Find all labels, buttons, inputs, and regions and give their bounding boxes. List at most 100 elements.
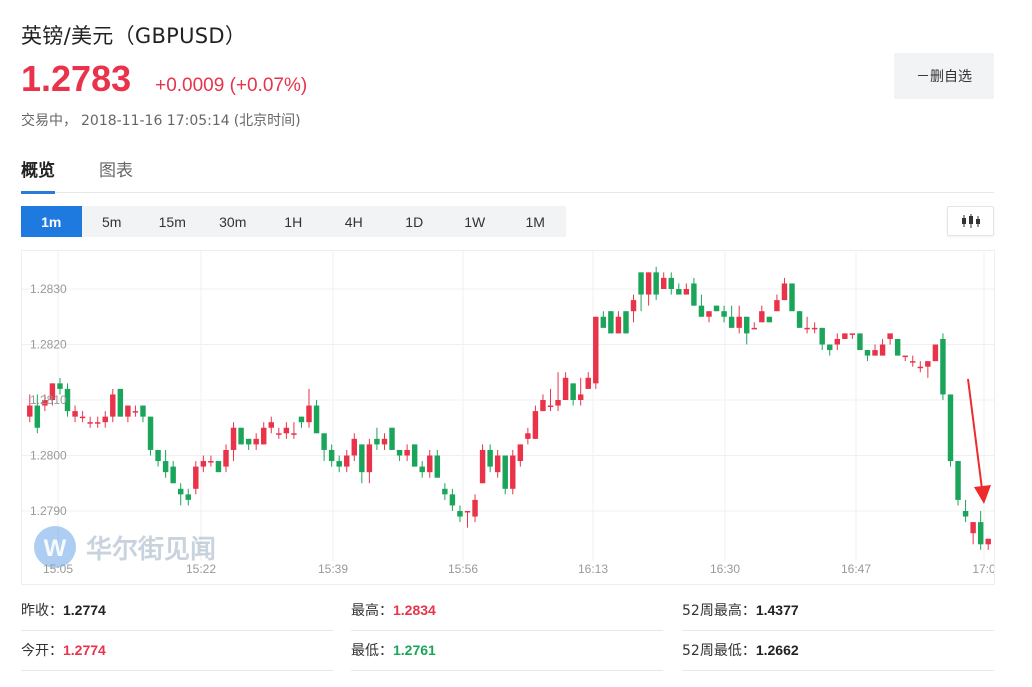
candle [902,355,908,362]
candle [955,461,961,506]
candle [253,433,259,450]
candle-body [208,461,214,463]
candle [623,311,629,334]
candle [849,333,856,339]
period-1h[interactable]: 1H [263,206,324,237]
candle-body [525,433,531,439]
candle [577,377,584,406]
candle-body [328,449,335,462]
candle-body [774,300,780,312]
y-tick-label: 1.2800 [30,449,67,463]
candle-body [917,366,924,369]
candle-body [87,422,93,424]
candle [502,455,508,495]
candle-body [291,433,297,435]
candle [894,338,901,356]
candle [510,449,516,495]
candle-body [472,499,478,517]
candle [193,461,199,495]
candle [766,316,773,323]
candle-body [796,311,803,328]
candle [102,411,108,428]
candle-body [510,455,516,489]
x-tick-label: 17:0 [972,562,994,576]
period-1w[interactable]: 1W [445,206,506,237]
x-tick-label: 15:39 [318,562,348,576]
candle-body [140,405,146,417]
period-30m[interactable]: 30m [203,206,264,237]
candle-body [125,405,131,417]
candlestick-chart[interactable]: W 华尔街见闻 1.2790 1.2800 1.2810 1.2820 1.2830 1… [21,250,996,585]
candle-body [645,272,652,295]
candle-body [955,461,961,500]
x-tick-label: 15:05 [43,562,73,576]
candle [525,427,531,445]
candle-body [253,438,259,445]
chart-type-button[interactable] [947,206,994,236]
candle-body [744,316,750,334]
candle [532,405,539,439]
tab-chart[interactable]: 图表 [99,161,133,181]
period-1d[interactable]: 1D [384,206,445,237]
period-5m[interactable]: 5m [82,206,143,237]
candle-body [736,316,742,328]
candle-body [27,405,33,417]
candle-body [245,438,252,445]
period-1m[interactable]: 1m [21,206,82,237]
x-tick-label: 16:13 [578,562,608,576]
candle [540,394,546,412]
candle-body [887,333,893,339]
candle-body [962,511,969,517]
candle-body [676,289,682,295]
candle [170,461,176,484]
candle [298,416,305,428]
candle-body [691,283,697,306]
candle [487,444,493,473]
candle [79,411,86,423]
candle [872,344,878,356]
candle [457,505,463,523]
candle [147,416,154,456]
candle [917,361,924,373]
candle [328,444,335,467]
candle [283,422,290,439]
candle-body [389,427,395,450]
candle-body [638,272,644,295]
candle [117,388,124,417]
candle [464,511,471,528]
candle [985,538,991,550]
candle [638,272,644,312]
period-15m[interactable]: 15m [142,206,203,237]
candle [396,449,403,462]
candle [306,388,312,428]
candle-body [49,383,56,400]
candle-body [185,494,191,500]
candle [660,272,667,289]
stat-value: 1.2834 [393,602,436,618]
watermark-logo-icon [34,526,76,568]
candle [87,416,93,428]
candle [427,449,433,478]
candle-body [977,522,984,545]
candle [313,400,320,434]
candle [585,372,591,389]
tab-overview[interactable]: 概览 [21,156,55,194]
period-1mo[interactable]: 1M [505,206,566,237]
candle-body [351,438,358,456]
candle-body [585,377,591,389]
candle-body [615,316,622,334]
candle [404,444,410,462]
candle [940,333,946,400]
candle [842,333,848,339]
period-4h[interactable]: 4H [324,206,385,237]
chart-canvas[interactable]: W 华尔街见闻 1.2790 1.2800 1.2810 1.2820 1.2830 1… [22,251,996,584]
watermark-logo-letter: W [44,535,67,562]
candle-body [457,511,463,517]
remove-watchlist-button[interactable]: －删自选 [894,53,994,99]
candle-body [698,305,705,317]
candlestick-icon [961,214,980,228]
candle-body [268,422,274,428]
candle [276,427,282,439]
candle-body [230,427,237,450]
candle [962,499,969,523]
